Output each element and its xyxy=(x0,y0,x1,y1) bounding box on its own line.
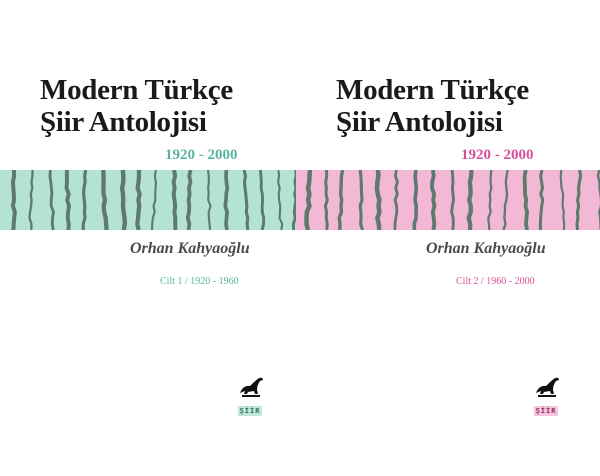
stripe xyxy=(277,170,284,230)
stripe xyxy=(242,170,250,230)
stripe xyxy=(487,170,493,230)
stripe xyxy=(502,170,509,230)
stripe xyxy=(323,170,329,230)
year-range: 1920 - 2000 xyxy=(461,147,534,163)
book-title: Modern Türkçe Şiir Antolojisi xyxy=(336,74,529,138)
stripe xyxy=(150,170,157,230)
dinosaur-icon xyxy=(240,377,263,397)
book-cover-volume-2: Modern Türkçe Şiir Antolojisi 1920 - 2000… xyxy=(296,0,600,476)
stripe xyxy=(291,170,296,230)
stripe xyxy=(223,170,230,230)
stripe xyxy=(259,170,266,230)
stripe xyxy=(596,170,600,230)
author-name: Orhan Kahyaoğlu xyxy=(130,240,250,257)
stripe xyxy=(466,170,474,230)
stripe xyxy=(64,170,71,230)
stripe xyxy=(101,170,109,230)
stripe xyxy=(48,170,55,230)
stripe xyxy=(337,170,345,230)
band-background xyxy=(296,170,600,230)
striped-band xyxy=(296,170,600,230)
band-background xyxy=(0,170,296,230)
year-range: 1920 - 2000 xyxy=(165,147,238,163)
stripe xyxy=(450,170,455,230)
stripe xyxy=(559,170,566,230)
stripe xyxy=(10,170,17,230)
series-label: ŞİİR xyxy=(238,406,262,416)
dinosaur-icon xyxy=(536,377,559,397)
stripe xyxy=(374,170,382,230)
stripe xyxy=(81,170,88,230)
stripe xyxy=(538,170,545,230)
striped-band xyxy=(0,170,296,230)
stripe xyxy=(206,170,212,230)
stripe xyxy=(393,170,399,230)
stripe xyxy=(575,170,583,230)
series-label: ŞİİR xyxy=(534,406,558,416)
stripe xyxy=(522,170,530,230)
volume-label: Cilt 2 / 1960 - 2000 xyxy=(456,276,535,287)
stripe xyxy=(171,170,178,230)
stripe xyxy=(119,170,128,230)
stripe xyxy=(185,170,193,230)
stripe xyxy=(430,170,437,230)
stripe xyxy=(28,170,34,230)
author-name: Orhan Kahyaoğlu xyxy=(426,240,546,257)
stripe xyxy=(412,170,419,230)
stripe xyxy=(135,170,142,230)
book-title: Modern Türkçe Şiir Antolojisi xyxy=(40,74,233,138)
volume-label: Cilt 1 / 1920 - 1960 xyxy=(160,276,239,287)
book-cover-volume-1: Modern Türkçe Şiir Antolojisi 1920 - 2000… xyxy=(0,0,296,476)
stripe xyxy=(304,170,313,230)
stripe xyxy=(358,170,364,230)
